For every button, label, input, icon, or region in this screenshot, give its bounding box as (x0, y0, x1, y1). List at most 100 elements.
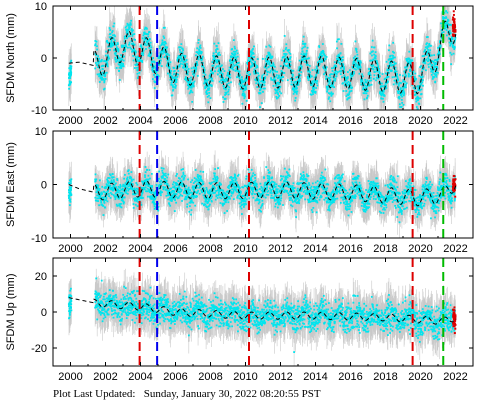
data-point (259, 89, 262, 91)
data-point (230, 55, 233, 58)
data-point (229, 73, 232, 76)
data-point (201, 62, 204, 64)
data-point (329, 76, 332, 79)
data-point (384, 82, 387, 85)
data-point (179, 62, 182, 65)
data-point (166, 53, 169, 55)
data-point (187, 70, 190, 73)
data-point (406, 59, 409, 62)
data-point (319, 55, 321, 58)
data-point (117, 48, 120, 50)
data-point (184, 55, 187, 58)
data-point (429, 67, 432, 70)
data-point (144, 42, 146, 45)
data-point (292, 92, 295, 95)
data-point (264, 76, 267, 79)
data-point (426, 47, 429, 50)
data-point (120, 62, 123, 64)
data-point (341, 66, 343, 69)
data-point (393, 76, 396, 78)
data-point (346, 98, 349, 101)
data-point (229, 60, 231, 62)
data-point (70, 71, 73, 74)
data-point (205, 89, 208, 92)
data-point (213, 57, 216, 59)
data-point (359, 64, 362, 67)
data-point (443, 20, 446, 22)
data-point (355, 51, 358, 53)
data-point (302, 35, 305, 38)
data-point (213, 42, 216, 45)
data-point (399, 106, 401, 108)
data-point (276, 91, 279, 94)
data-point (137, 56, 140, 59)
data-point (131, 49, 134, 52)
data-point (437, 57, 440, 60)
data-point (300, 58, 303, 61)
data-point (431, 64, 434, 67)
data-point (349, 69, 351, 72)
data-point (308, 69, 311, 72)
data-point (420, 82, 423, 85)
data-point (421, 70, 423, 73)
data-point (313, 91, 316, 93)
data-point (129, 23, 132, 26)
data-point (106, 65, 109, 68)
data-point (109, 29, 112, 31)
data-point (115, 60, 117, 63)
data-point (420, 76, 423, 79)
data-point (304, 57, 307, 60)
data-point (183, 66, 186, 69)
data-point (190, 67, 193, 70)
data-point (368, 67, 371, 70)
data-point (256, 76, 259, 78)
data-point (136, 72, 139, 75)
data-point (271, 64, 273, 67)
data-point (273, 81, 276, 84)
data-point (389, 54, 392, 57)
data-point (360, 81, 363, 83)
data-point (230, 67, 232, 69)
data-point (164, 52, 167, 54)
data-point (330, 94, 333, 97)
data-point (294, 91, 296, 94)
data-point (205, 91, 208, 94)
data-point (247, 59, 250, 62)
data-point (69, 82, 72, 85)
data-point (438, 51, 440, 54)
data-point (243, 97, 246, 100)
data-point (278, 95, 281, 97)
data-point (110, 38, 113, 41)
data-point (261, 76, 263, 79)
data-point (68, 73, 71, 76)
data-point (322, 50, 325, 53)
data-point (221, 74, 224, 76)
data-point (275, 82, 278, 84)
data-point (177, 73, 180, 76)
data-point (196, 64, 199, 66)
data-point (148, 51, 151, 54)
data-point (219, 54, 221, 56)
data-point (323, 73, 325, 76)
data-point (179, 46, 182, 49)
data-point (319, 53, 322, 56)
data-point (316, 80, 319, 82)
data-point (221, 72, 224, 75)
data-point (166, 46, 169, 49)
data-point (286, 79, 289, 82)
data-point (197, 53, 200, 56)
data-point (334, 79, 337, 82)
data-point (353, 58, 356, 61)
data-point (321, 59, 324, 62)
data-point (423, 50, 426, 52)
data-point (435, 71, 438, 74)
data-point (266, 61, 269, 64)
data-point (105, 60, 108, 62)
data-point (369, 77, 372, 79)
data-point (120, 67, 123, 69)
data-point (379, 85, 382, 88)
data-point (238, 76, 241, 78)
data-point (105, 50, 108, 53)
data-point (263, 73, 266, 76)
